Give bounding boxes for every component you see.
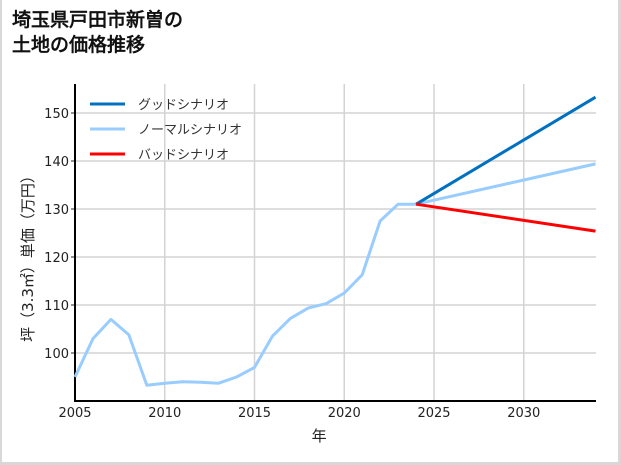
chart-title: 埼玉県戸田市新曽の 土地の価格推移 bbox=[12, 8, 183, 58]
title-line-1: 埼玉県戸田市新曽の bbox=[12, 9, 184, 31]
x-axis-label: 年 bbox=[312, 427, 327, 445]
series-line bbox=[415, 95, 597, 206]
data-series bbox=[73, 95, 597, 387]
x-tick-label: 2025 bbox=[417, 406, 450, 421]
y-tick-label: 100 bbox=[44, 347, 69, 362]
y-axis-label: 坪（3.3㎡）単価（万円） bbox=[19, 168, 37, 342]
y-tick-label: 110 bbox=[44, 299, 69, 314]
series-line bbox=[415, 202, 596, 233]
x-tick-label: 2020 bbox=[328, 406, 361, 421]
y-tick-label: 130 bbox=[44, 203, 69, 218]
y-tick-label: 140 bbox=[44, 155, 69, 170]
x-tick-label: 2005 bbox=[58, 406, 91, 421]
x-tick-label: 2030 bbox=[507, 406, 540, 421]
legend-label: ノーマルシナリオ bbox=[138, 123, 242, 138]
legend-label: バッドシナリオ bbox=[138, 148, 229, 163]
grid-lines bbox=[75, 84, 596, 401]
series-line bbox=[73, 162, 596, 387]
y-tick-label: 150 bbox=[44, 107, 69, 122]
axes: 2005 2010 2015 2020 2025 2030 100 110 120 130 140 1… bbox=[44, 84, 596, 421]
y-tick-label: 120 bbox=[44, 251, 69, 266]
x-tick-label: 2015 bbox=[238, 406, 271, 421]
title-line-2: 土地の価格推移 bbox=[12, 34, 146, 56]
x-tick-label: 2010 bbox=[148, 406, 181, 421]
legend-label: グッドシナリオ bbox=[138, 98, 229, 113]
